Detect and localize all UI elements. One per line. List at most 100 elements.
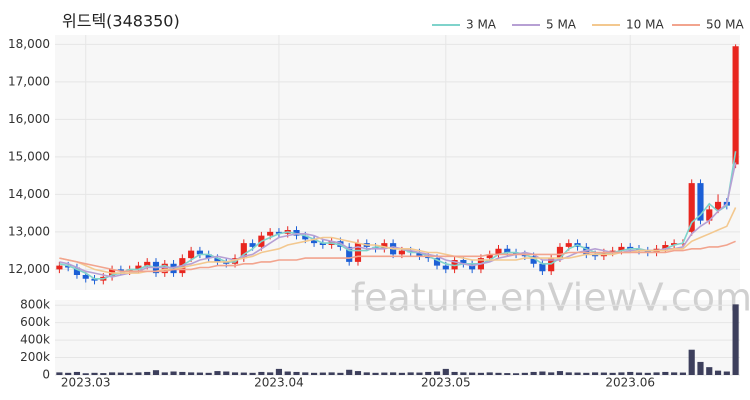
- volume-bar: [539, 371, 546, 375]
- volume-bar: [653, 372, 660, 375]
- chart-title: 위드텍(348350): [62, 12, 180, 31]
- volume-bar: [179, 371, 186, 375]
- candle-body: [697, 183, 704, 221]
- candle-body: [293, 230, 300, 236]
- volume-bar: [293, 371, 300, 375]
- candle-body: [504, 248, 511, 253]
- candle-body: [73, 267, 81, 275]
- candle-body: [205, 254, 212, 259]
- candle-body: [714, 201, 722, 210]
- candle-body: [310, 239, 318, 244]
- volume-bar: [714, 370, 722, 375]
- volume-bar: [302, 372, 309, 375]
- candle-body: [319, 243, 326, 245]
- candle-body: [372, 246, 379, 249]
- candle-body: [381, 243, 388, 249]
- volume-bar: [398, 372, 405, 375]
- volume-bar: [152, 370, 160, 375]
- candle-body: [398, 250, 405, 255]
- volume-bar: [548, 372, 555, 375]
- candle-body: [671, 243, 678, 245]
- candle-body: [688, 183, 695, 232]
- candle-body: [539, 263, 546, 272]
- candle-body: [425, 256, 432, 259]
- candle-body: [460, 260, 467, 264]
- candle-body: [407, 250, 414, 253]
- volume-bar: [337, 372, 344, 375]
- volume-bar: [328, 372, 335, 375]
- candle-body: [196, 250, 203, 255]
- volume-bar: [319, 372, 326, 375]
- volume-bar: [390, 372, 397, 375]
- candle-body: [249, 243, 256, 247]
- candle-body: [592, 254, 599, 257]
- volume-bar: [56, 372, 63, 375]
- y-tick-label: 14,000: [8, 187, 50, 201]
- candle-body: [346, 246, 353, 262]
- candle-body: [117, 269, 124, 272]
- candle-body: [618, 246, 625, 251]
- volume-bar: [275, 368, 283, 375]
- candle-body: [65, 265, 72, 268]
- volume-bar: [635, 372, 643, 375]
- volume-bar: [486, 372, 493, 375]
- candle-body: [495, 248, 502, 255]
- candle-body: [512, 252, 520, 255]
- x-tick-label: 2023.03: [61, 376, 111, 390]
- candle-body: [469, 263, 476, 270]
- volume-bar: [609, 372, 616, 375]
- legend-label: 50 MA: [706, 18, 744, 32]
- volume-bar: [530, 371, 537, 375]
- candle-body: [530, 256, 537, 264]
- volume-bar: [284, 371, 291, 375]
- volume-bar: [109, 372, 116, 375]
- volume-bar: [442, 368, 449, 375]
- y-tick-label: 200k: [20, 350, 50, 364]
- volume-bar: [574, 372, 581, 375]
- candle-body: [732, 46, 739, 165]
- volume-bar: [249, 372, 256, 375]
- volume-bar: [469, 372, 476, 375]
- volume-bar: [170, 371, 177, 375]
- y-tick-label: 13,000: [8, 224, 50, 238]
- y-tick-label: 400k: [20, 333, 50, 347]
- x-tick-label: 2023.05: [421, 376, 471, 390]
- candle-body: [354, 243, 362, 262]
- candle-body: [433, 258, 441, 266]
- volume-bar: [671, 372, 678, 375]
- volume-bar: [425, 371, 432, 375]
- volume-bar: [407, 372, 414, 375]
- volume-bar: [346, 369, 353, 375]
- volume-bar: [91, 372, 98, 375]
- candle-body: [609, 250, 616, 253]
- y-tick-label: 17,000: [8, 74, 50, 88]
- legend-label: 5 MA: [546, 18, 577, 32]
- volume-bar: [372, 372, 379, 375]
- y-tick-label: 800k: [20, 298, 50, 312]
- ma-line: [59, 240, 736, 273]
- volume-panel: [55, 300, 740, 375]
- volume-bar: [188, 372, 195, 375]
- candle-body: [275, 231, 283, 234]
- candle-body: [486, 254, 493, 259]
- volume-bar: [161, 372, 168, 375]
- candle-body: [416, 252, 423, 257]
- volume-bar: [433, 371, 441, 375]
- volume-bar: [512, 373, 520, 375]
- candle-body: [548, 258, 555, 272]
- volume-bar: [592, 372, 599, 375]
- volume-bar: [117, 372, 124, 375]
- volume-bar: [267, 372, 274, 375]
- volume-bar: [240, 372, 247, 375]
- volume-bar: [565, 372, 572, 375]
- candle-body: [556, 246, 564, 259]
- volume-bar: [231, 372, 239, 375]
- volume-bar: [627, 371, 634, 375]
- candle-body: [56, 265, 63, 270]
- y-tick-label: 16,000: [8, 112, 50, 126]
- volume-bar: [73, 371, 81, 375]
- candle-body: [188, 250, 195, 259]
- watermark: feature.enViewV.com: [351, 276, 750, 320]
- volume-bar: [196, 372, 203, 375]
- candle-body: [451, 260, 458, 270]
